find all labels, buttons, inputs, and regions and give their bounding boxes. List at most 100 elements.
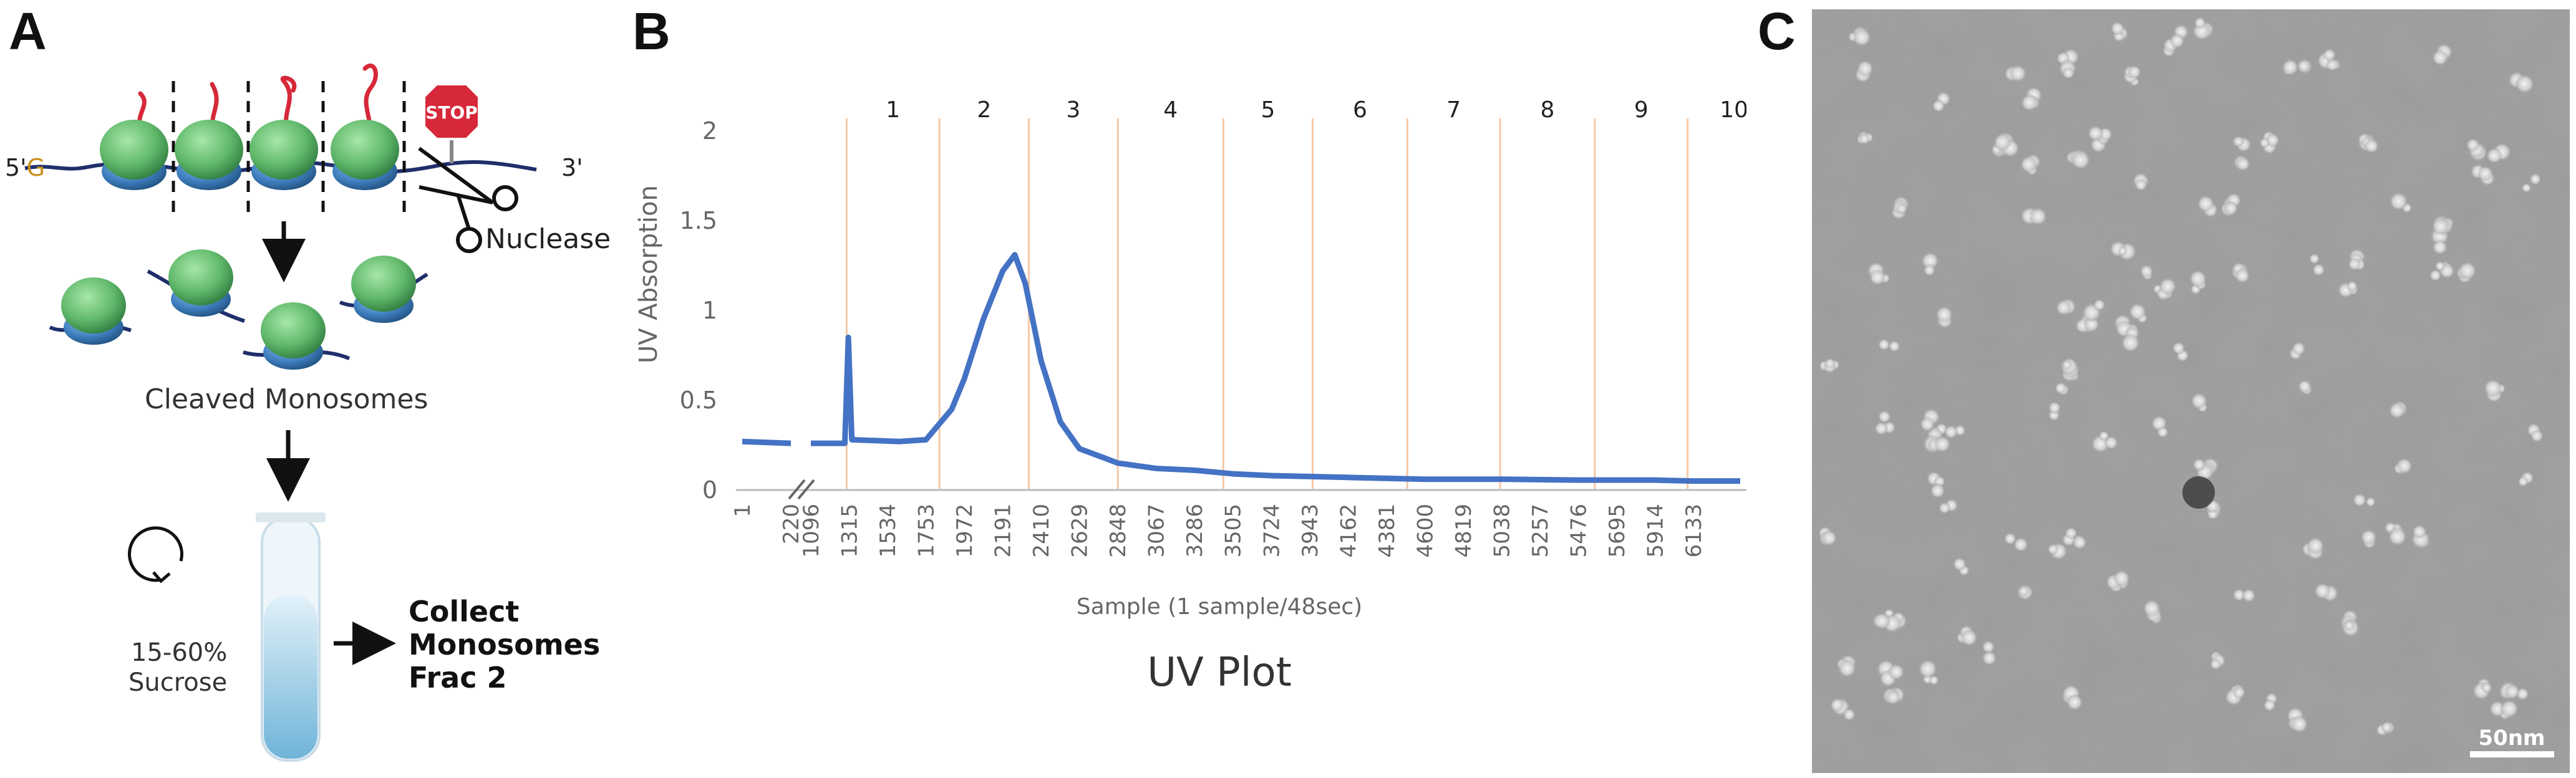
fraction-label: 8 (1541, 97, 1555, 123)
scissors-icon (418, 146, 518, 253)
fraction-label: 10 (1720, 97, 1746, 123)
monosome-particle (2209, 650, 2227, 670)
x-tick-label: 1534 (876, 504, 901, 558)
monosome-particle (2060, 357, 2079, 376)
monosome-particle (1818, 526, 1838, 547)
x-tick-label: 4819 (1451, 504, 1476, 558)
x-tick-label: 5476 (1566, 504, 1591, 558)
monosome-particle (1847, 25, 1872, 47)
monosome-particle (1926, 471, 1946, 499)
x-tick-label: 2410 (1029, 504, 1054, 558)
x-tick-label: 3943 (1298, 504, 1323, 558)
chart-title: UV Plot (1147, 650, 1292, 696)
monosome-particle (2048, 401, 2061, 421)
monosome-particle (2020, 153, 2041, 176)
ribosome-row (100, 120, 399, 190)
monosome-particle (2189, 269, 2207, 295)
monosome-particle (1938, 498, 1959, 514)
x-tick-label: 3067 (1145, 504, 1169, 558)
monosome-particle (2233, 154, 2251, 171)
x-tick-label: 3505 (1221, 504, 1246, 558)
collect-label-line1: Collect (409, 595, 519, 628)
fraction-labels: 1 2 3 4 5 6 7 8 9 10 (886, 97, 1746, 123)
monosome-particle (2196, 194, 2219, 218)
x-tick-label: 3286 (1183, 504, 1208, 558)
five-prime-label: 5'G (5, 154, 45, 181)
monosome-particle (2259, 130, 2280, 155)
monosome-particle (2120, 326, 2141, 353)
monosome-particle (2122, 65, 2142, 87)
sucrose-label-line2: Sucrose (128, 668, 227, 697)
rotation-icon (128, 526, 183, 584)
scale-bar-label: 50nm (2479, 726, 2545, 751)
x-tick-label: 5257 (1528, 504, 1553, 558)
monosome-particle (2139, 264, 2154, 281)
monosome-particle (2297, 58, 2313, 75)
monosome-particle (2313, 582, 2339, 603)
x-tick-label: 4162 (1336, 504, 1361, 558)
monosome-particle (2286, 706, 2309, 734)
monosome-particle (1876, 659, 1905, 688)
monosome-particle (1956, 625, 1978, 647)
x-tick-label: 6133 (1682, 504, 1707, 558)
monosome-particle (2517, 471, 2534, 487)
monosome-particle (2486, 142, 2512, 165)
monosome-particle (2105, 569, 2131, 593)
monosome-particle (1818, 357, 1841, 374)
y-tick-label: 0 (702, 476, 717, 504)
y-tick-label: 2 (702, 117, 717, 145)
monosome-particle (2375, 720, 2396, 737)
x-tick-label: 2629 (1068, 504, 1093, 558)
monosome-particle (2192, 16, 2215, 41)
cleaved-monosomes-cluster (49, 249, 429, 370)
monosome-particle (1856, 130, 1874, 145)
monosome-particle (2143, 599, 2162, 625)
monosome-particle (2110, 21, 2129, 42)
monosome-particle (2360, 529, 2378, 549)
y-axis-ticks: 0 0.5 1 1.5 2 (680, 117, 717, 504)
fraction-boundary-lines (845, 118, 1689, 490)
y-tick-label: 1.5 (680, 207, 717, 234)
monosome-particle (2055, 297, 2077, 316)
cleavage-lines (172, 81, 406, 215)
monosome-particle (2388, 400, 2408, 420)
panel-a-schematic: 5'G 3' STOP Nuclease (5, 64, 611, 762)
monosome-particle (1920, 251, 1940, 277)
fraction-label: 5 (1261, 97, 1275, 123)
monosome-particle (2456, 261, 2477, 284)
x-tick-label: 5038 (1489, 504, 1514, 558)
fraction-label: 4 (1163, 97, 1178, 123)
monosome-particle (2472, 677, 2492, 701)
x-tick-label: 1 (730, 504, 755, 517)
monosome-particle (2232, 135, 2252, 153)
monosome-particles (1818, 16, 2544, 737)
fraction-label: 9 (1634, 97, 1649, 123)
monosome-particle (1932, 91, 1952, 113)
monosome-particle (2152, 277, 2177, 301)
monosome-particle (2132, 172, 2150, 191)
monosome-particle (1882, 686, 1905, 705)
monosome-particle (2128, 302, 2148, 324)
monosome-particle (2466, 138, 2489, 162)
monosome-particle (1922, 434, 1952, 454)
em-micrograph-image: 50nm (1812, 9, 2570, 773)
monosome-particle (2263, 692, 2278, 712)
monosome-particle (2348, 247, 2366, 271)
monosome-particle (1944, 424, 1966, 439)
three-prime-label: 3' (561, 154, 583, 181)
fraction-label: 2 (977, 97, 991, 123)
monosome-particle (2016, 584, 2034, 601)
fraction-label: 7 (1446, 97, 1461, 123)
monosome-particle (2431, 214, 2454, 236)
monosome-particle (2054, 382, 2070, 396)
monosome-particle (2281, 58, 2299, 76)
monosome-particle (2357, 132, 2380, 154)
stop-sign-icon: STOP (423, 83, 480, 163)
monosome-particle (2504, 683, 2530, 701)
svg-text:STOP: STOP (425, 102, 478, 123)
monosome-particle (2003, 532, 2029, 553)
monosome-particle (2172, 341, 2190, 363)
monosome-particle (2352, 492, 2376, 507)
panel-a-letter: A (9, 2, 47, 60)
